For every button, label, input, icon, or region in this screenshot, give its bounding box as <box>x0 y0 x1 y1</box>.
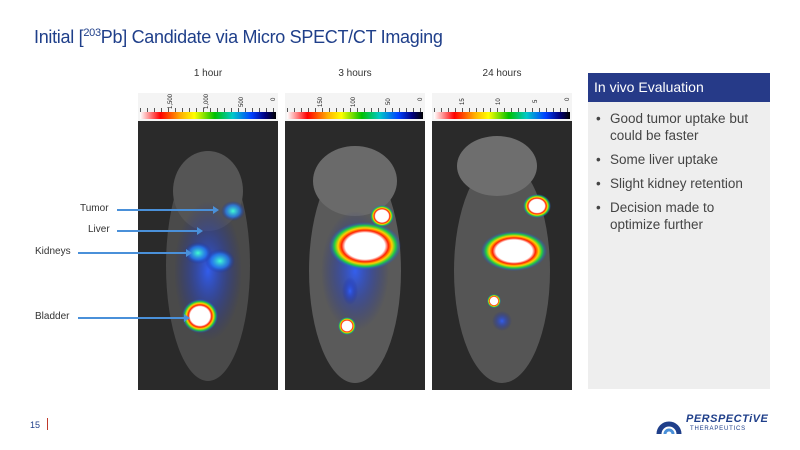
evaluation-bullets: Good tumor uptake but could be faster So… <box>594 110 764 240</box>
logo-icon <box>656 421 682 435</box>
scale-tick: 0 <box>418 97 424 101</box>
colorbar <box>287 112 423 119</box>
organ-label-bladder: Bladder <box>35 311 70 322</box>
page-divider <box>47 418 48 430</box>
scale-tick: 0 <box>565 97 571 101</box>
mouse-scan-image <box>454 136 551 383</box>
scale-tick: 0 <box>271 97 277 101</box>
evaluation-heading: In vivo Evaluation <box>588 73 770 102</box>
colorbar <box>140 112 276 119</box>
bullet-item: Slight kidney retention <box>594 175 764 192</box>
scale-tick: 10 <box>496 98 502 105</box>
company-logo: PERSPECTiVE THERAPEUTICS <box>656 411 776 437</box>
timepoint-header-24h: 24 hours <box>482 68 522 79</box>
scale-tick: 150 <box>318 96 324 107</box>
arrow-tumor <box>117 206 219 213</box>
intensity-scale: 150 100 50 0 <box>285 93 425 121</box>
colorbar <box>434 112 570 119</box>
scale-tick: 500 <box>239 96 245 107</box>
timepoint-header-3h: 3 hours <box>338 68 372 79</box>
organ-label-kidneys: Kidneys <box>35 246 71 257</box>
scale-tick: 1,500 <box>168 93 174 109</box>
spect-ct-image-3h: 150 100 50 0 <box>285 93 425 390</box>
scale-tick: 15 <box>460 98 466 105</box>
organ-label-liver: Liver <box>88 224 110 235</box>
evaluation-panel: In vivo Evaluation Good tumor uptake but… <box>588 73 770 389</box>
logo-tagline: THERAPEUTICS <box>690 426 746 432</box>
bullet-item: Decision made to optimize further <box>594 199 764 233</box>
bullet-item: Good tumor uptake but could be faster <box>594 110 764 144</box>
intensity-scale: 15 10 5 0 <box>432 93 572 121</box>
slide-title: Initial [203Pb] Candidate via Micro SPEC… <box>34 27 443 47</box>
scale-tick: 100 <box>351 96 357 107</box>
organ-label-tumor: Tumor <box>80 203 109 214</box>
scale-tick: 1,000 <box>204 93 210 109</box>
timepoint-header-1h: 1 hour <box>193 68 223 79</box>
spect-ct-image-1h: 1,500 1,000 500 0 <box>138 93 278 390</box>
intensity-scale: 1,500 1,000 500 0 <box>138 93 278 121</box>
arrow-liver <box>117 227 203 234</box>
spect-ct-image-24h: 15 10 5 0 <box>432 93 572 390</box>
mouse-scan-image <box>166 151 250 381</box>
mouse-scan-image <box>309 146 401 383</box>
bullet-item: Some liver uptake <box>594 151 764 168</box>
scale-tick: 5 <box>533 99 539 103</box>
arrow-kidneys <box>78 249 192 256</box>
arrow-bladder <box>78 314 190 321</box>
logo-name: PERSPECTiVE <box>686 413 769 425</box>
scale-tick: 50 <box>386 98 392 105</box>
page-number: 15 <box>30 420 41 430</box>
